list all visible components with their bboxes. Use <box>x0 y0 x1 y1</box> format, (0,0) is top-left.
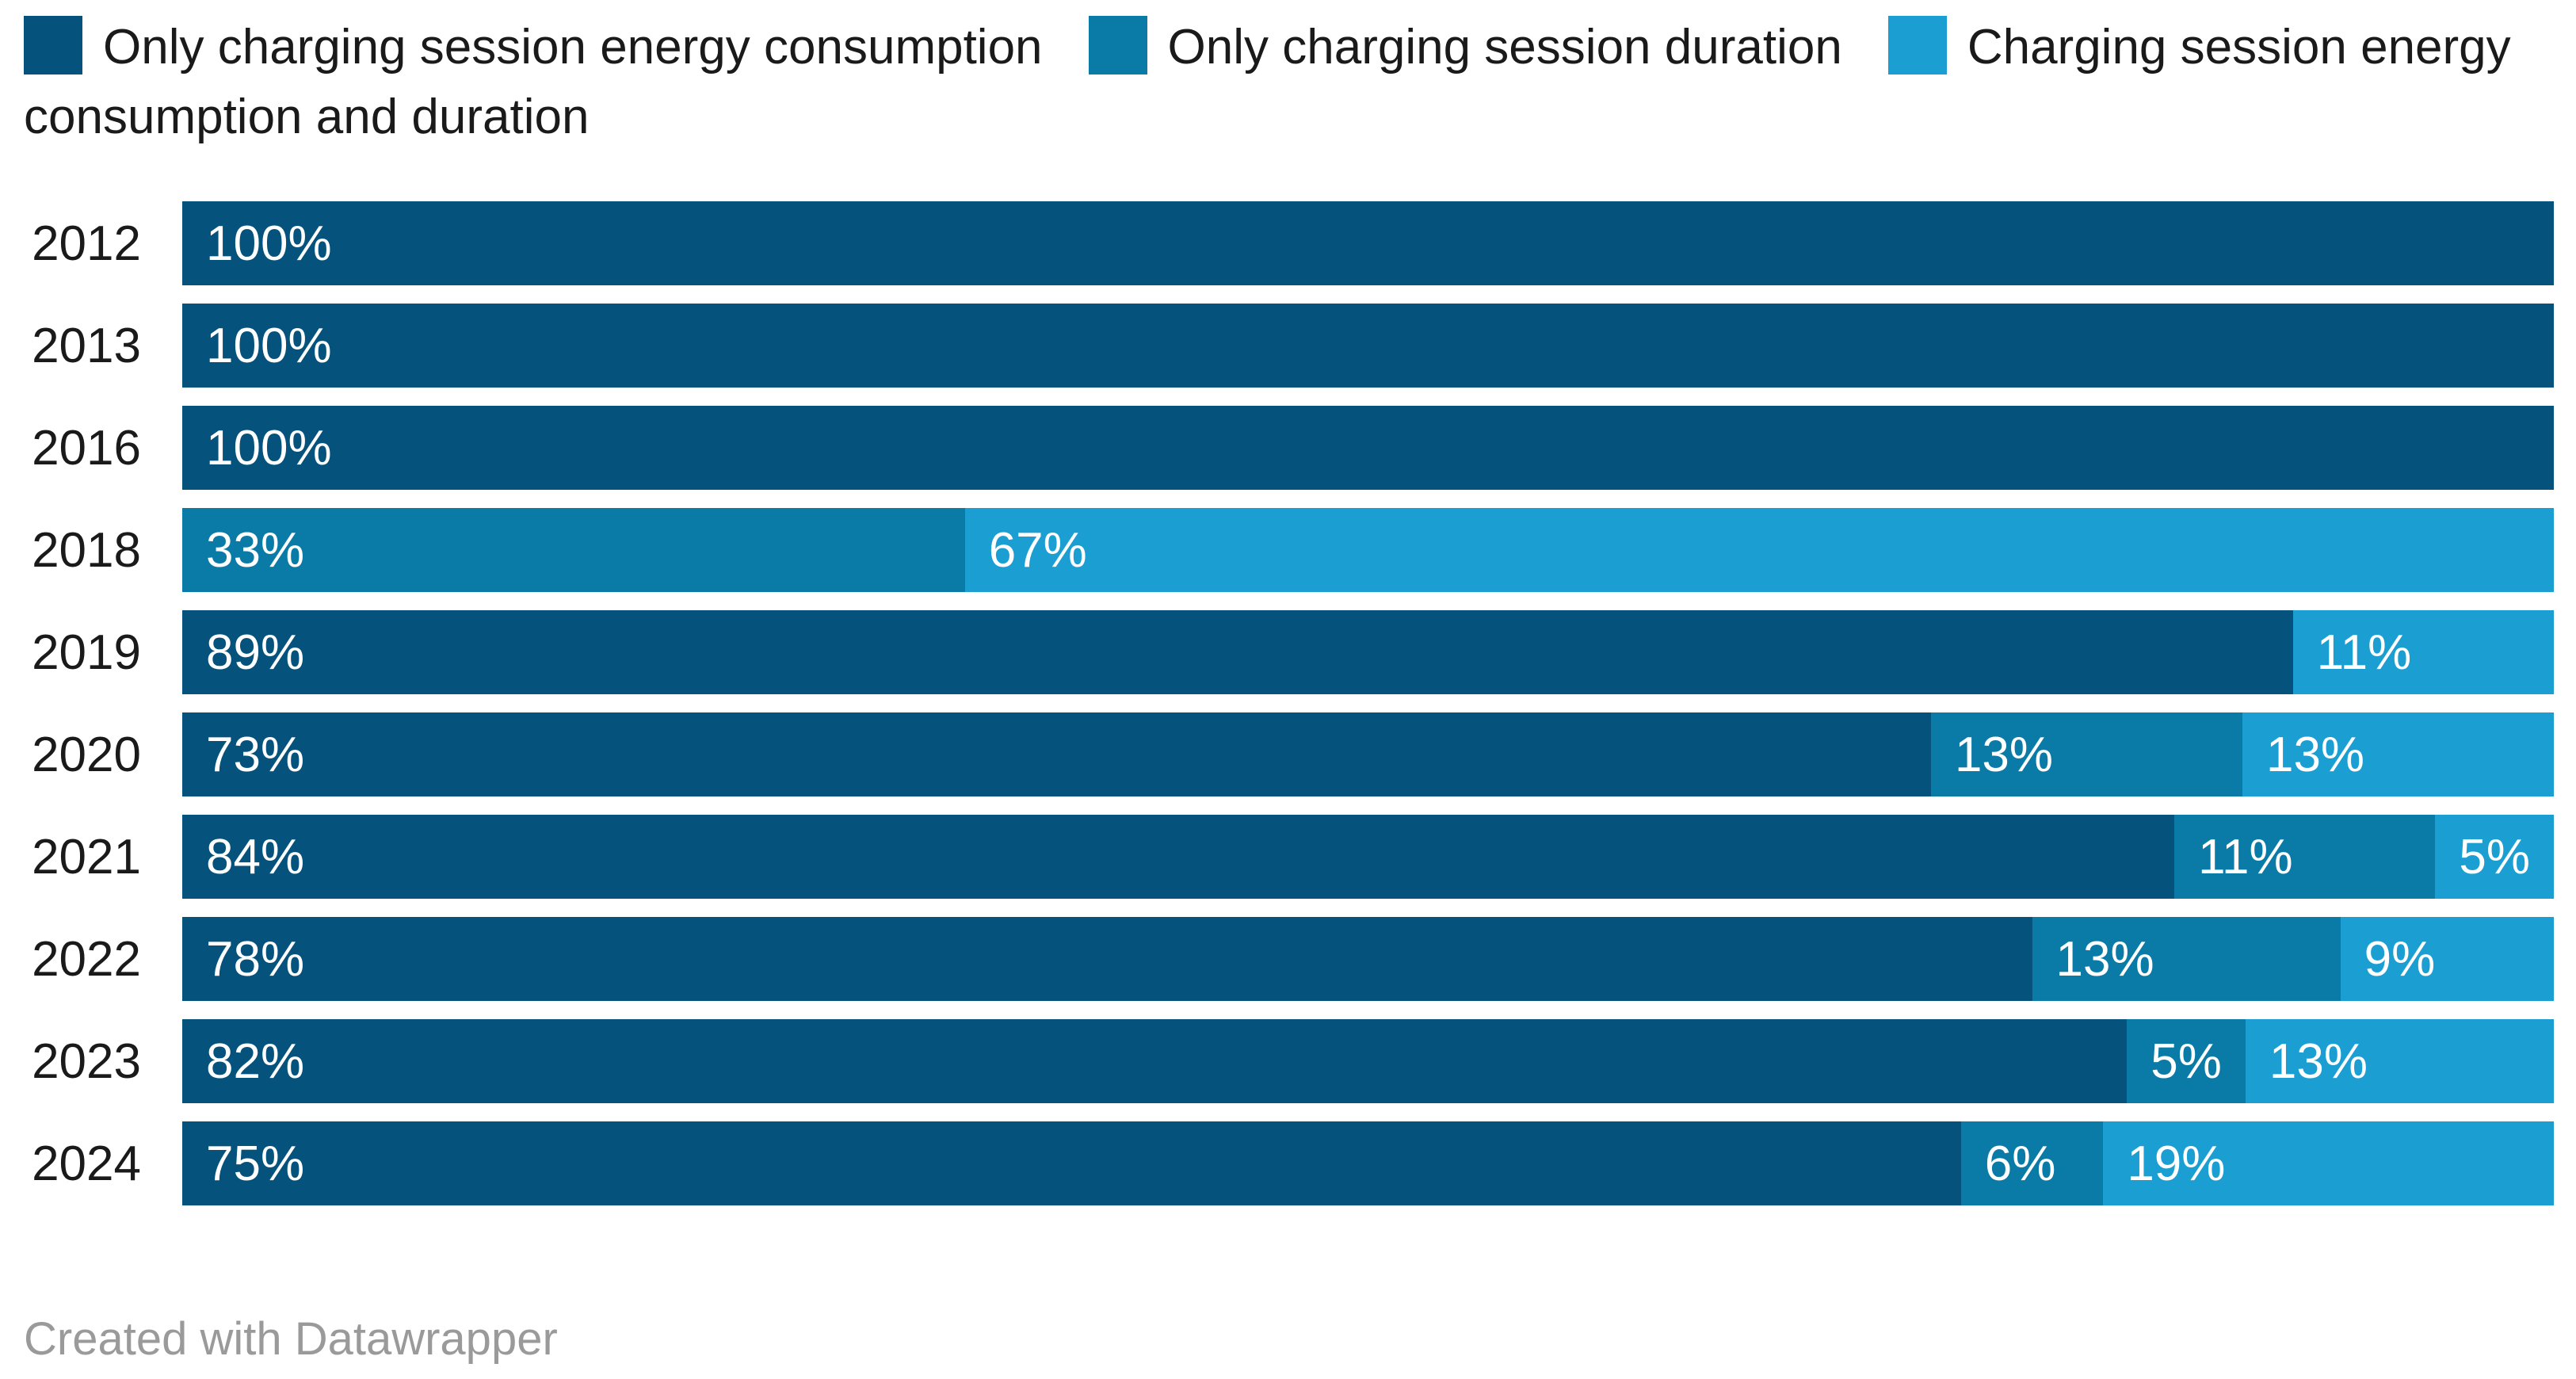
year-label: 2020 <box>32 727 141 782</box>
bar-group: 100% <box>182 304 2554 388</box>
legend-swatch-icon <box>24 16 82 74</box>
bar-group: 33% 67% <box>182 508 2554 592</box>
legend-item: Only charging session duration <box>1088 16 1842 74</box>
legend-label: Only charging session energy consumption <box>103 20 1043 74</box>
bar-segment[interactable]: 82% <box>182 1019 2128 1103</box>
year-label: 2023 <box>32 1033 141 1089</box>
bar-group: 78% 13% 9% <box>182 917 2555 1001</box>
bar-segment-value: 13% <box>1954 727 2054 782</box>
year-label: 2012 <box>32 216 141 271</box>
bar-segment[interactable]: 100% <box>182 406 2554 490</box>
chart-row: 2021 84% 11% 5% <box>0 815 2576 899</box>
bar-segment-value: 13% <box>2265 727 2365 782</box>
bar-segment-value: 78% <box>206 931 305 987</box>
bar-segment-value: 100% <box>206 420 332 476</box>
bar-segment-value: 5% <box>2150 1033 2222 1089</box>
bar-segment-value: 100% <box>206 318 332 373</box>
bar-segment[interactable]: 9% <box>2340 917 2555 1001</box>
legend-label: Charging session energy consumption and … <box>24 20 2511 144</box>
stacked-bar-chart: 2012 100% 2013 100% 2016 100% 2018 33% 67% 2019 89… <box>0 201 2576 1205</box>
bar-segment-value: 100% <box>206 216 332 271</box>
bar-group: 75% 6% 19% <box>182 1121 2554 1205</box>
bar-segment[interactable]: 11% <box>2292 610 2554 694</box>
year-label: 2018 <box>32 522 141 578</box>
bar-segment[interactable]: 13% <box>2032 917 2341 1001</box>
bar-segment[interactable]: 73% <box>182 712 1931 796</box>
bar-segment[interactable]: 67% <box>964 508 2554 592</box>
legend-swatch-icon <box>1088 16 1147 74</box>
bar-segment-value: 82% <box>206 1033 305 1089</box>
bar-segment-value: 5% <box>2459 829 2530 884</box>
bar-segment[interactable]: 13% <box>2242 712 2554 796</box>
bar-segment[interactable]: 84% <box>182 815 2175 899</box>
bar-segment-value: 89% <box>206 625 305 680</box>
legend-item: Only charging session energy consumption <box>24 16 1043 74</box>
bar-segment-value: 73% <box>206 727 305 782</box>
bar-segment[interactable]: 100% <box>182 201 2554 285</box>
bar-segment[interactable]: 75% <box>182 1121 1961 1205</box>
year-label: 2021 <box>32 829 141 884</box>
legend: Only charging session energy consumption… <box>24 13 2555 152</box>
bar-group: 73% 13% 13% <box>182 712 2554 796</box>
bar-segment-value: 75% <box>206 1136 305 1191</box>
bar-segment-value: 13% <box>2269 1033 2368 1089</box>
chart-row: 2020 73% 13% 13% <box>0 712 2576 796</box>
legend-label: Only charging session duration <box>1167 20 1842 74</box>
year-label: 2016 <box>32 420 141 476</box>
chart-row: 2022 78% 13% 9% <box>0 917 2576 1001</box>
bar-group: 84% 11% 5% <box>182 815 2555 899</box>
bar-group: 82% 5% 13% <box>182 1019 2555 1103</box>
bar-segment[interactable]: 13% <box>2245 1019 2555 1103</box>
bar-segment[interactable]: 5% <box>2127 1019 2246 1103</box>
legend-item: Charging session energy consumption and … <box>24 16 2511 144</box>
bar-segment-value: 11% <box>2198 829 2293 884</box>
bar-segment-value: 67% <box>988 522 1087 578</box>
bar-segment-value: 9% <box>2364 931 2436 987</box>
year-label: 2022 <box>32 931 141 987</box>
chart-row: 2024 75% 6% 19% <box>0 1121 2576 1205</box>
bar-segment-value: 19% <box>2127 1136 2226 1191</box>
year-label: 2024 <box>32 1136 141 1191</box>
bar-group: 100% <box>182 406 2554 490</box>
bar-segment[interactable]: 78% <box>182 917 2032 1001</box>
chart-row: 2018 33% 67% <box>0 508 2576 592</box>
chart-row: 2019 89% 11% <box>0 610 2576 694</box>
bar-group: 89% 11% <box>182 610 2554 694</box>
bar-segment[interactable]: 6% <box>1960 1121 2104 1205</box>
bar-segment-value: 6% <box>1984 1136 2056 1191</box>
bar-segment[interactable]: 100% <box>182 304 2554 388</box>
bar-segment-value: 84% <box>206 829 305 884</box>
bar-segment[interactable]: 5% <box>2435 815 2555 899</box>
bar-segment[interactable]: 11% <box>2174 815 2436 899</box>
bar-segment-value: 33% <box>206 522 305 578</box>
chart-row: 2023 82% 5% 13% <box>0 1019 2576 1103</box>
chart-row: 2016 100% <box>0 406 2576 490</box>
bar-segment[interactable]: 33% <box>182 508 965 592</box>
bar-segment-value: 13% <box>2055 931 2154 987</box>
year-label: 2019 <box>32 625 141 680</box>
bar-segment[interactable]: 19% <box>2103 1121 2554 1205</box>
bar-segment[interactable]: 89% <box>182 610 2293 694</box>
datawrapper-credit-link[interactable]: Created with Datawrapper <box>24 1313 558 1365</box>
bar-group: 100% <box>182 201 2554 285</box>
bar-segment-value: 11% <box>2316 625 2412 680</box>
chart-row: 2012 100% <box>0 201 2576 285</box>
chart-row: 2013 100% <box>0 304 2576 388</box>
legend-swatch-icon <box>1887 16 1947 74</box>
bar-segment[interactable]: 13% <box>1930 712 2242 796</box>
year-label: 2013 <box>32 318 141 373</box>
